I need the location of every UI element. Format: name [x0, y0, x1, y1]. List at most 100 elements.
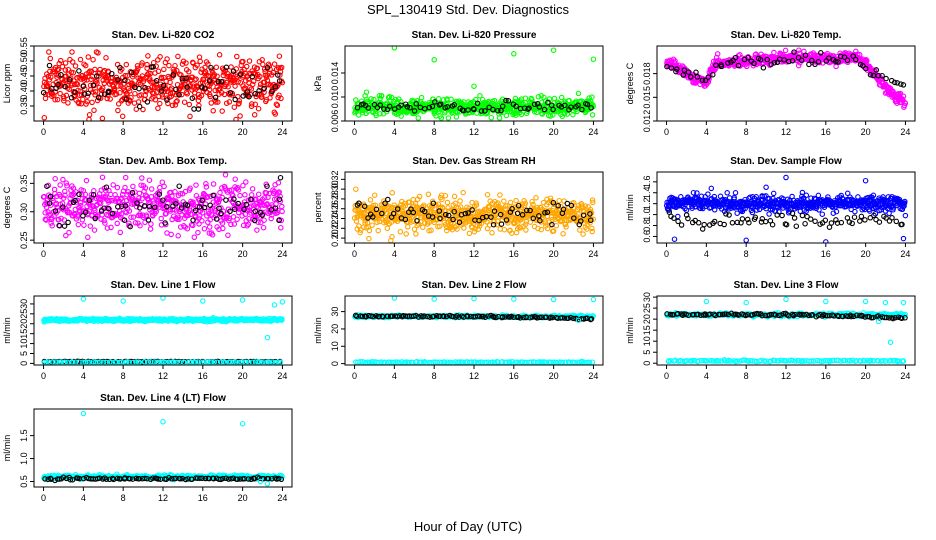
data-point [186, 101, 193, 108]
data-point [92, 215, 98, 222]
data-point [257, 359, 263, 365]
data-point [501, 226, 508, 233]
data-point [149, 84, 155, 91]
data-point [85, 54, 92, 60]
data-point [804, 213, 810, 220]
data-point [275, 180, 282, 186]
data-point [59, 63, 66, 70]
x-tick-label: 24 [277, 127, 287, 137]
data-point [408, 219, 414, 225]
data-point [732, 54, 739, 61]
data-point [199, 210, 206, 216]
data-point [205, 359, 211, 365]
data-point [466, 230, 473, 237]
data-point [137, 222, 143, 229]
data-point [69, 49, 75, 55]
data-point [173, 67, 180, 74]
data-point [407, 104, 413, 111]
data-point [555, 202, 561, 209]
data-point [822, 217, 829, 224]
data-point [201, 77, 207, 83]
y-tick-label: 1.4 [642, 187, 652, 200]
data-point [851, 214, 858, 220]
data-point [240, 93, 246, 99]
data-point [781, 57, 787, 63]
data-point [117, 89, 123, 96]
data-point [47, 193, 54, 200]
figure-title: SPL_130419 Std. Dev. Diagnostics [367, 2, 570, 17]
panel-title: Stan. Dev. Sample Flow [730, 156, 842, 167]
data-point [246, 93, 252, 100]
data-point [248, 192, 255, 198]
x-tick-label: 8 [121, 249, 126, 259]
data-point [376, 215, 382, 222]
data-point [511, 51, 517, 57]
x-tick-label: 4 [704, 127, 709, 137]
data-point [110, 182, 116, 188]
x-tick-label: 8 [121, 371, 126, 381]
y-tick-label: 0.20 [330, 229, 340, 247]
data-point [261, 85, 267, 92]
points-layer [40, 172, 285, 241]
data-point [721, 221, 727, 228]
data-point [699, 226, 706, 232]
data-point [806, 61, 812, 68]
data-point [226, 99, 233, 105]
data-point [66, 76, 73, 83]
data-point [176, 92, 182, 98]
data-point [850, 53, 856, 59]
data-point [510, 111, 516, 118]
data-point [389, 190, 395, 196]
data-point [711, 193, 718, 200]
data-point [474, 100, 481, 107]
data-point [699, 77, 706, 83]
data-point [440, 97, 447, 103]
data-point [550, 106, 556, 113]
data-point [232, 176, 238, 182]
data-point [117, 229, 124, 236]
data-point [216, 205, 222, 212]
data-point [223, 100, 230, 106]
data-point [535, 94, 542, 100]
data-point [80, 296, 87, 302]
data-point [366, 227, 373, 234]
y-tick-label: 25 [19, 309, 29, 319]
data-point [497, 192, 503, 198]
data-point [213, 64, 220, 71]
data-point [43, 359, 50, 365]
data-point [471, 228, 478, 235]
data-point [141, 359, 148, 365]
data-point [192, 207, 199, 214]
data-point [278, 224, 284, 231]
data-point [148, 221, 154, 227]
data-point [533, 195, 539, 201]
data-point [803, 192, 810, 199]
x-tick-label: 8 [432, 127, 437, 137]
data-point [530, 201, 536, 208]
panel-title: Stan. Dev. Gas Stream RH [412, 156, 535, 167]
data-point [590, 216, 596, 222]
points-layer [41, 296, 286, 365]
x-tick-label: 12 [781, 249, 791, 259]
data-point [589, 225, 595, 232]
data-point [858, 213, 865, 220]
data-point [674, 66, 680, 72]
data-point [230, 192, 236, 199]
data-point [63, 180, 70, 186]
data-point [234, 53, 240, 60]
data-point [536, 213, 542, 219]
data-point [83, 177, 90, 184]
data-point [232, 96, 238, 103]
data-point [52, 89, 58, 95]
data-point [164, 97, 170, 103]
data-point [48, 220, 54, 226]
data-point [791, 215, 798, 221]
x-tick-label: 16 [821, 127, 831, 137]
data-point [199, 218, 205, 224]
panel-title: Stan. Dev. Li-820 CO2 [112, 30, 215, 41]
data-point [272, 84, 279, 90]
data-point [102, 193, 109, 199]
data-point [48, 74, 54, 80]
data-point [160, 197, 166, 203]
y-tick-label: 15 [19, 329, 29, 339]
